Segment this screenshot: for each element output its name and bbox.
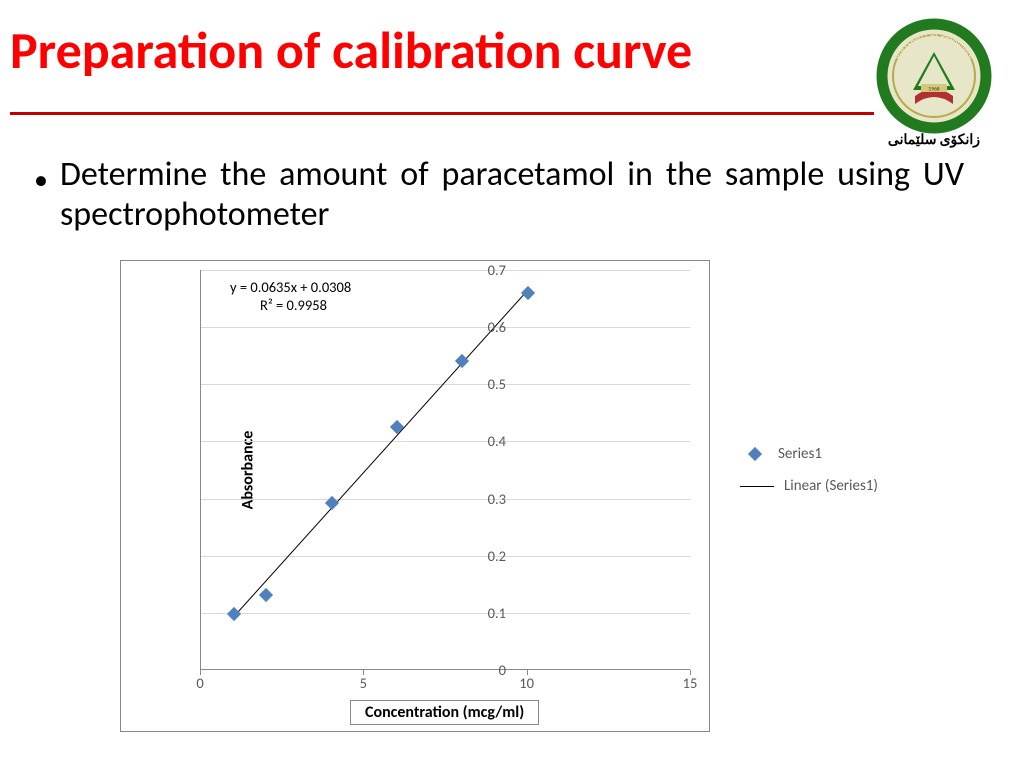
gridline — [201, 613, 690, 614]
x-tick-label: 10 — [519, 674, 534, 692]
x-tick-label: 0 — [196, 674, 203, 692]
bullet-text: Determine the amount of paracetamol in t… — [60, 154, 964, 235]
data-point — [390, 420, 404, 434]
y-tick-label: 0 — [456, 661, 506, 679]
plot-area — [200, 270, 690, 670]
y-tick-label: 0.5 — [456, 375, 506, 393]
data-point — [259, 587, 273, 601]
data-point — [521, 286, 535, 300]
r-squared-value: R² = 0.9958 — [260, 296, 327, 314]
header-underline — [10, 112, 874, 115]
legend-series-row: Series1 — [740, 445, 878, 463]
chart-legend: Series1 Linear (Series1) — [740, 445, 878, 509]
title-row: Preparation of calibration curve UNIVERS… — [0, 0, 1024, 153]
y-tick-label: 0.6 — [456, 318, 506, 336]
y-tick-label: 0.4 — [456, 432, 506, 450]
bullet-icon: • — [34, 163, 48, 196]
legend-trend-label: Linear (Series1) — [784, 477, 878, 495]
y-tick-label: 0.7 — [456, 261, 506, 279]
gridline — [201, 499, 690, 500]
svg-text:زانکۆی سلێمانی: زانکۆی سلێمانی — [888, 131, 980, 148]
y-tick-label: 0.1 — [456, 604, 506, 622]
slide-title: Preparation of calibration curve — [10, 18, 864, 82]
svg-text:1968: 1968 — [928, 87, 939, 93]
gridline — [201, 441, 690, 442]
y-tick-label: 0.3 — [456, 490, 506, 508]
y-tick-label: 0.2 — [456, 547, 506, 565]
x-axis-label: Concentration (mcg/ml) — [350, 700, 539, 725]
gridline — [201, 270, 690, 271]
gridline — [201, 556, 690, 557]
x-tick-label: 5 — [360, 674, 367, 692]
calibration-chart: Absorbance Concentration (mcg/ml) y = 0.… — [120, 260, 920, 740]
legend-line-icon — [740, 486, 774, 487]
gridline — [201, 384, 690, 385]
x-tick-label: 15 — [683, 674, 698, 692]
legend-diamond-icon — [748, 447, 762, 461]
gridline — [201, 327, 690, 328]
regression-equation: y = 0.0635x + 0.0308 — [230, 278, 351, 296]
trendline — [233, 290, 528, 617]
legend-trend-row: Linear (Series1) — [740, 477, 878, 495]
bullet-item: • Determine the amount of paracetamol in… — [60, 155, 964, 235]
university-logo: UNIVERSITY OF SULAIMANI 1968 زانکۆی سلێم… — [864, 18, 1004, 153]
legend-series-label: Series1 — [778, 445, 822, 463]
